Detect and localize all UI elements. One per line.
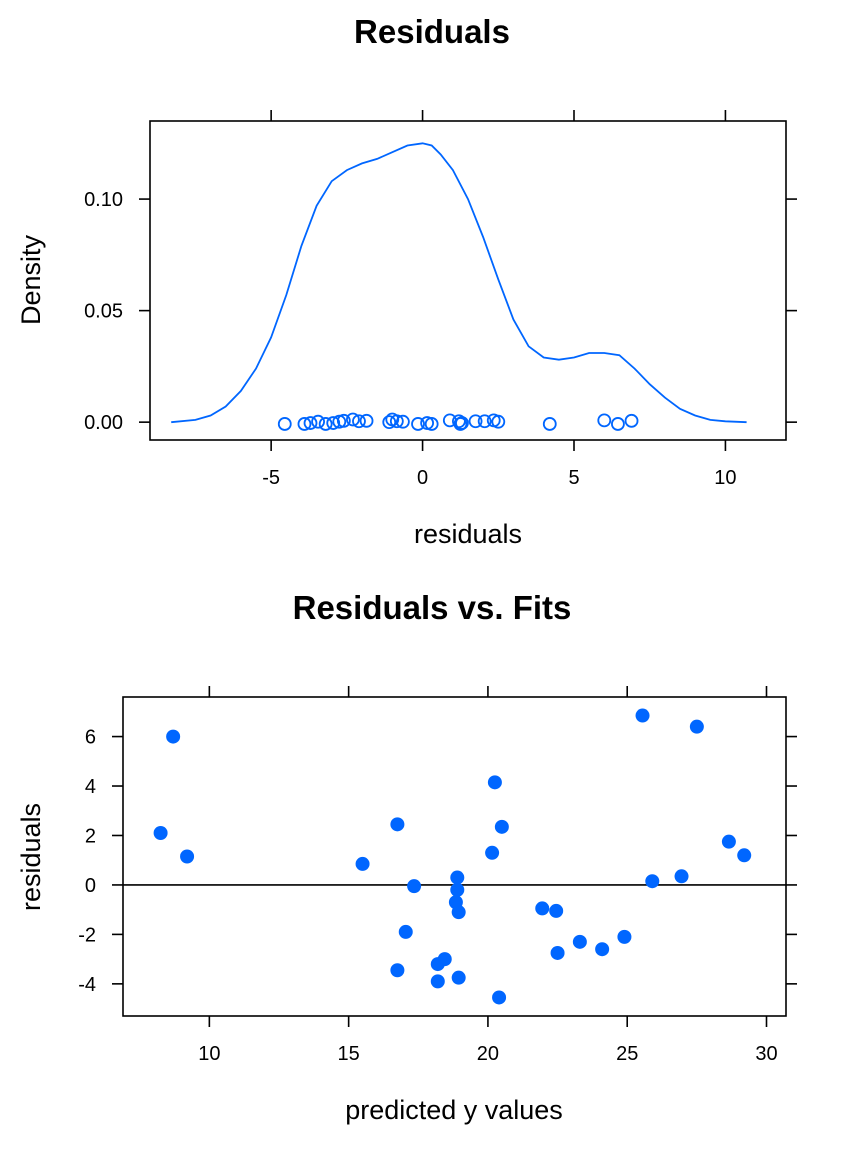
scatter-point: [492, 990, 507, 1005]
scatter-x-tick-label: 25: [616, 1043, 638, 1065]
density-y-tick-label: 0.10: [84, 189, 123, 211]
scatter-x-ticks: 10 15 20 25 30: [198, 686, 778, 1065]
scatter-point: [450, 870, 465, 885]
scatter-y-tick-label: 6: [85, 727, 96, 749]
scatter-point: [451, 970, 466, 985]
rug-point: [611, 417, 625, 431]
density-y-tick-label: 0.00: [84, 412, 123, 434]
scatter-point: [451, 905, 466, 920]
scatter-x-tick-label: 30: [755, 1043, 777, 1065]
density-x-tick-label: 0: [417, 467, 428, 489]
density-plot-frame: [149, 120, 787, 441]
scatter-point: [645, 874, 660, 889]
density-y-label: Density: [16, 234, 46, 325]
rug-point: [326, 416, 341, 430]
scatter-point: [550, 945, 565, 960]
density-x-ticks: -5 0 5 10: [262, 110, 737, 489]
rug-point: [311, 414, 325, 429]
density-curve: [171, 142, 747, 424]
scatter-point: [535, 901, 550, 916]
rug-point: [382, 415, 397, 430]
rug-point: [297, 417, 312, 431]
scatter-x-tick-label: 15: [338, 1043, 360, 1065]
rug-point: [303, 416, 318, 430]
scatter-y-ticks: -4 -2 0 2 4 6: [78, 727, 797, 996]
scatter-point: [437, 952, 452, 967]
density-y-ticks: 0.00 0.05 0.10: [84, 189, 797, 434]
scatter-point: [485, 845, 500, 860]
scatter-point: [494, 819, 509, 834]
scatter-point: [487, 775, 502, 790]
rug-point: [411, 417, 425, 431]
rug-point: [346, 412, 360, 427]
rug-point: [597, 413, 612, 428]
scatter-point: [180, 849, 195, 864]
rug-point: [455, 416, 469, 430]
scatter-title: Residuals vs. Fits: [293, 589, 572, 626]
scatter-y-label: residuals: [16, 803, 46, 911]
scatter-y-tick-label: 0: [85, 875, 96, 897]
scatter-point: [635, 708, 650, 723]
rug-point: [395, 414, 410, 429]
rug-point: [336, 413, 351, 428]
rug-point: [491, 414, 506, 429]
scatter-x-tick-label: 20: [477, 1043, 499, 1065]
scatter-point: [166, 729, 181, 744]
rug-point: [277, 417, 292, 431]
scatter-point: [689, 719, 704, 734]
rug-point: [359, 413, 374, 428]
scatter-y-tick-label: 2: [85, 825, 96, 847]
scatter-point: [721, 834, 736, 849]
rug-point: [389, 414, 404, 429]
scatter-point: [450, 882, 465, 897]
scatter-panel: Residuals vs. Fits 10 15 20 25 30 -4 -2 0 2 4 6 p…: [16, 589, 797, 1125]
scatter-y-tick-label: -4: [78, 974, 96, 996]
scatter-point: [549, 903, 564, 918]
scatter-point: [430, 974, 445, 989]
scatter-point: [355, 856, 370, 871]
scatter-point: [407, 879, 422, 894]
scatter-point: [595, 942, 610, 957]
scatter-point: [737, 848, 752, 863]
scatter-point: [390, 963, 405, 978]
scatter-point: [617, 929, 632, 944]
rug-point: [542, 417, 557, 431]
scatter-y-tick-label: 4: [85, 776, 96, 798]
density-x-tick-label: 10: [714, 467, 736, 489]
rug-point: [318, 417, 333, 431]
scatter-point: [390, 817, 405, 832]
rug-point: [624, 413, 639, 428]
scatter-point: [572, 934, 587, 949]
scatter-point: [674, 869, 689, 884]
density-x-tick-label: 5: [568, 467, 579, 489]
scatter-points: [153, 708, 752, 1005]
scatter-y-tick-label: -2: [78, 924, 96, 946]
rug-point: [477, 414, 492, 429]
density-x-label: residuals: [414, 519, 522, 549]
scatter-x-tick-label: 10: [198, 1043, 220, 1065]
scatter-x-label: predicted y values: [345, 1095, 563, 1125]
density-panel: Residuals -5 0 5 10 0.000.050.10 residuals …: [16, 13, 797, 549]
rug-point: [352, 414, 366, 429]
scatter-point: [153, 826, 168, 841]
rug-point: [424, 417, 439, 431]
scatter-point: [398, 924, 413, 939]
density-y-tick-label: 0.05: [84, 301, 123, 323]
rug-point: [468, 414, 483, 429]
density-x-tick-label: -5: [262, 467, 280, 489]
scatter-plot-frame: [122, 696, 787, 1017]
density-title: Residuals: [354, 13, 510, 50]
density-rug-points: [277, 412, 639, 431]
